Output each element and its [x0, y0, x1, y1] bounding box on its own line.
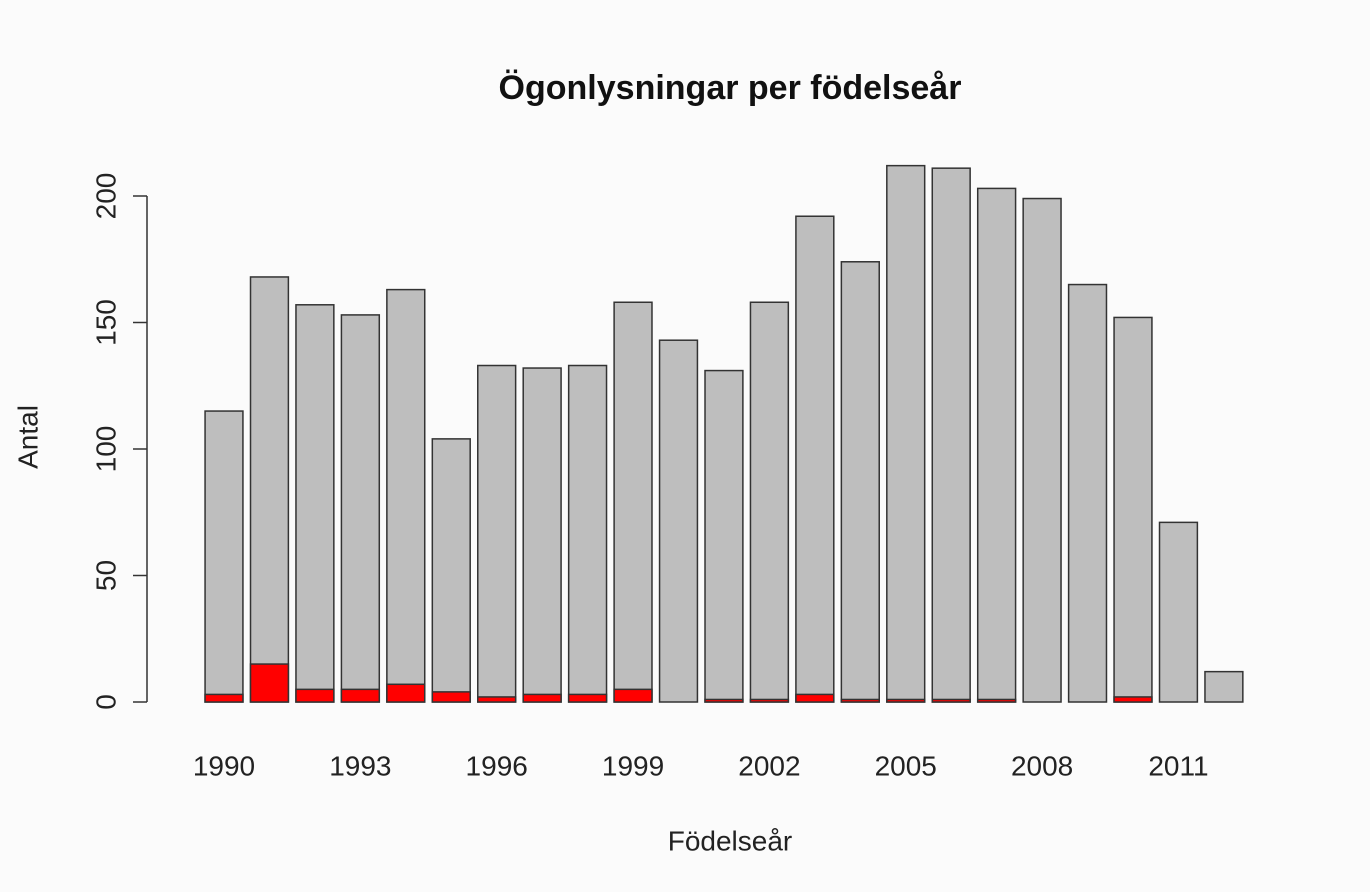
bar — [1067, 283, 1108, 703]
bar — [204, 410, 244, 703]
bar — [249, 276, 290, 703]
bar — [613, 688, 653, 703]
x-tick-label: 2002 — [738, 750, 800, 781]
bar — [1022, 197, 1062, 703]
bar — [840, 698, 880, 703]
bar — [704, 369, 744, 703]
bar — [749, 698, 790, 703]
bar — [204, 693, 244, 703]
bar — [976, 187, 1017, 703]
bar — [1158, 521, 1199, 703]
x-tick-label: 1996 — [466, 750, 528, 781]
bar — [295, 688, 335, 703]
y-axis-label: Antal — [12, 405, 43, 469]
bar — [749, 301, 790, 703]
bar — [886, 698, 926, 703]
x-tick-label: 1990 — [193, 750, 255, 781]
bar — [340, 314, 381, 703]
bar — [295, 304, 335, 703]
bar — [522, 693, 562, 703]
bar — [976, 698, 1017, 703]
bar — [795, 693, 835, 703]
bar — [431, 438, 471, 703]
bar — [567, 364, 608, 703]
x-axis-label: Födelseår — [668, 825, 793, 856]
chart-title: Ögonlysningar per födelseår — [499, 69, 962, 107]
bar — [840, 261, 880, 703]
y-tick-label: 200 — [90, 173, 121, 220]
bar — [477, 696, 517, 703]
bar — [522, 367, 562, 703]
bar — [1204, 670, 1244, 703]
y-tick-label: 50 — [90, 560, 121, 591]
bar — [386, 683, 426, 703]
bar — [567, 693, 608, 703]
x-tick-label: 2005 — [875, 750, 937, 781]
bar — [886, 164, 926, 703]
bar — [431, 691, 471, 703]
x-tick-label: 1999 — [602, 750, 664, 781]
bar — [931, 698, 971, 703]
bar — [249, 663, 290, 703]
bar — [795, 215, 835, 703]
x-tick-label: 2011 — [1148, 750, 1208, 781]
x-tick-label: 1993 — [329, 750, 391, 781]
bar — [1113, 696, 1153, 703]
bar — [386, 288, 426, 703]
x-tick-label: 2008 — [1011, 750, 1073, 781]
bar — [931, 167, 971, 703]
bar — [613, 301, 653, 703]
bar — [658, 339, 699, 703]
bar — [477, 364, 517, 703]
bar — [704, 698, 744, 703]
bar — [1113, 316, 1153, 703]
y-tick-label: 100 — [90, 426, 121, 473]
y-tick-label: 0 — [90, 694, 121, 710]
bar — [340, 688, 381, 703]
y-tick-label: 150 — [90, 299, 121, 346]
